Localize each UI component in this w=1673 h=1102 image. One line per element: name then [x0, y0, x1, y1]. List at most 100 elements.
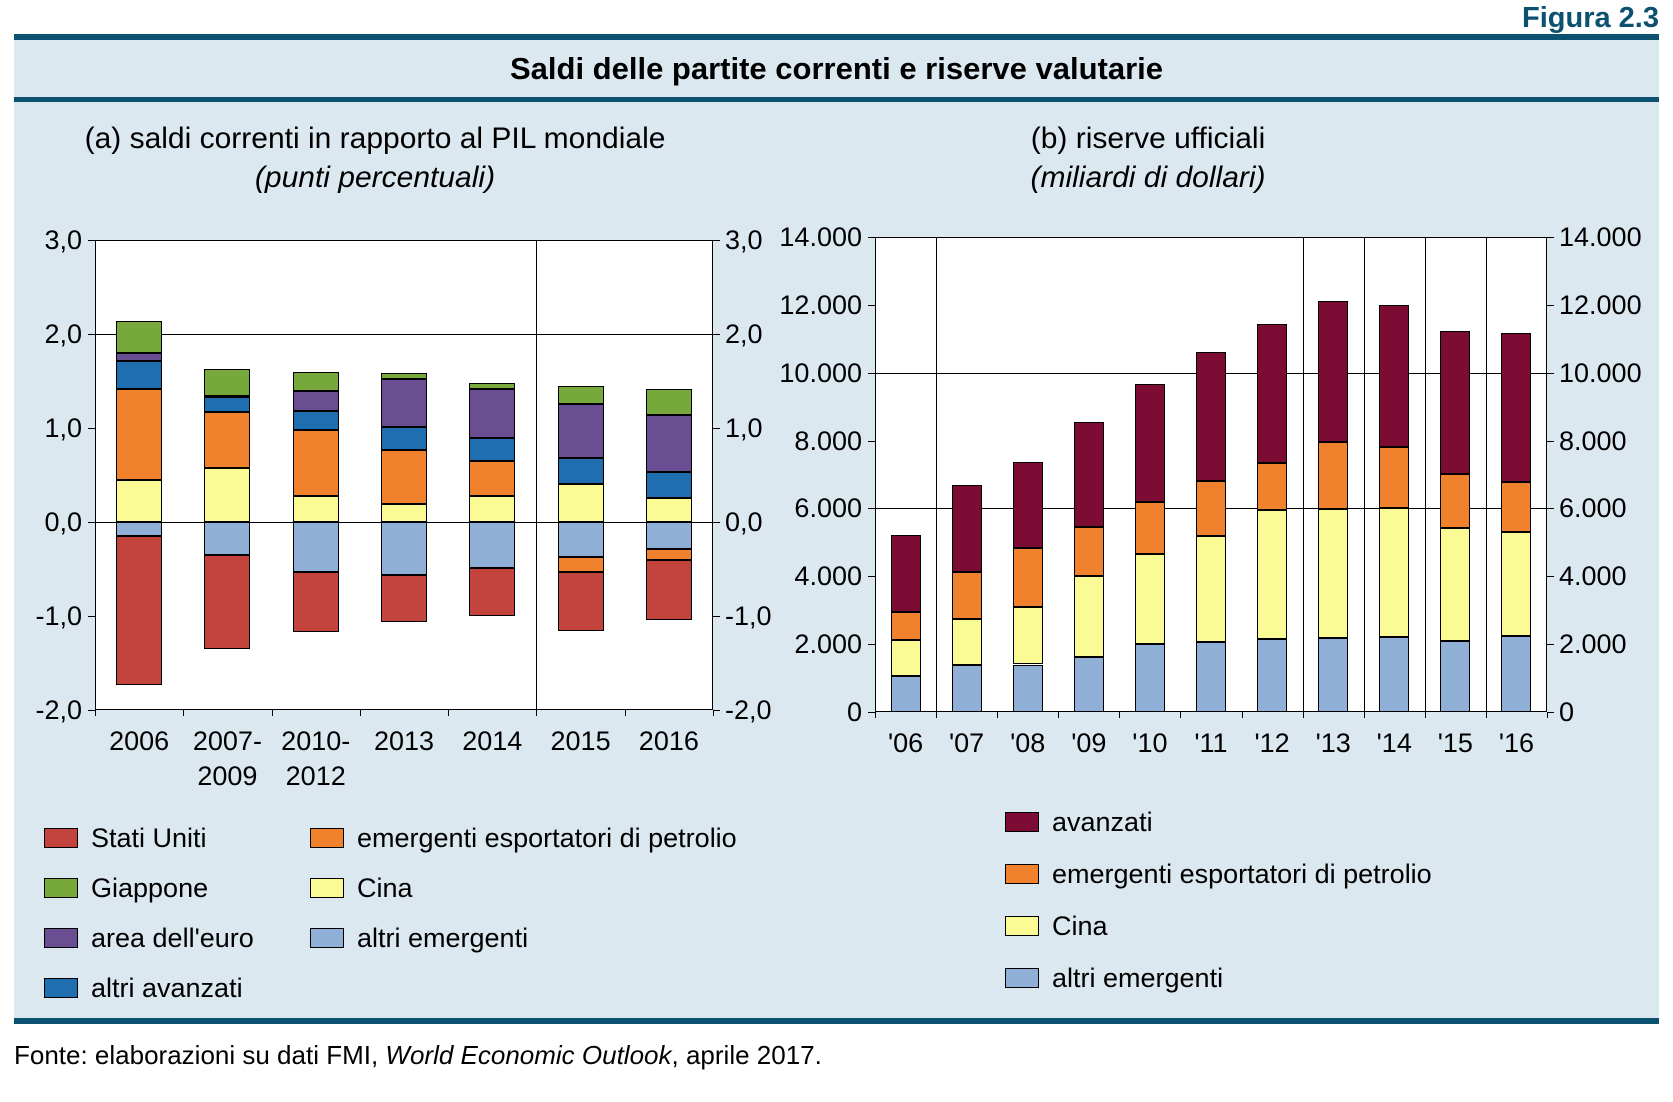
legend-label: avanzati [1052, 806, 1153, 837]
bar-segment-cina [1257, 509, 1288, 640]
bar-segment-giappone [204, 368, 251, 397]
y-axis-label-right: 2,0 [725, 319, 763, 349]
y-axis-label-right: 6.000 [1559, 493, 1627, 524]
y-axis-tick [1547, 304, 1554, 306]
x-axis-label: 2006 [109, 726, 170, 756]
y-axis-label-left: 4.000 [794, 561, 862, 592]
bar-segment-emergenti-esportatori-di-petrolio [1440, 473, 1471, 529]
y-axis-tick [88, 522, 95, 523]
bar-segment-stati-uniti [292, 571, 339, 632]
bar-segment-area-dell-euro [204, 396, 251, 399]
x-axis-label: '07 [949, 728, 985, 758]
source-note-prefix: Fonte: elaborazioni su dati FMI, [14, 1040, 386, 1070]
legend-label: altri emergenti [1052, 962, 1224, 993]
y-axis-tick [1547, 644, 1554, 646]
x-axis-tick [624, 710, 626, 716]
bar-segment-cina [890, 640, 921, 677]
x-axis-label: 2010- 2012 [281, 726, 351, 791]
bar-segment-stati-uniti [381, 574, 427, 622]
legend-item-cina: Cina [310, 863, 737, 913]
legend-swatch [1005, 916, 1039, 936]
bar-segment-emergenti-esportatori-di-petrolio [292, 429, 339, 496]
bar-segment-altri-avanzati [204, 396, 251, 412]
legend-item-altri-avanzati: altri avanzati [44, 963, 254, 1013]
legend-item-emergenti-esportatori-di-petrolio: emergenti esportatori di petrolio [1005, 848, 1432, 900]
y-axis-tick [713, 428, 720, 429]
y-axis-tick [868, 440, 875, 442]
bar-segment-cina [204, 468, 251, 522]
legend-swatch [44, 928, 78, 948]
y-axis-tick [88, 616, 95, 617]
bar-segment-giappone [469, 382, 516, 390]
legend-swatch [1005, 812, 1039, 832]
bar-segment-cina [469, 495, 516, 522]
bar-segment-altri-emergenti [381, 522, 427, 575]
bar-segment-altri-emergenti [645, 522, 692, 550]
y-axis-label-left: 3,0 [44, 225, 82, 255]
period-divider-line [1302, 237, 1304, 712]
x-axis-label: '14 [1376, 728, 1412, 758]
legend-item-cina: Cina [1005, 900, 1432, 952]
y-axis-tick [1547, 237, 1554, 238]
y-axis-tick [713, 522, 720, 523]
bar-segment-giappone [557, 385, 604, 404]
legend-swatch [310, 928, 344, 948]
bar-segment-avanzati [1073, 422, 1104, 528]
y-axis-tick [868, 576, 875, 578]
bar-segment-area-dell-euro [557, 403, 604, 459]
bar-segment-altri-emergenti [557, 522, 604, 557]
legend-swatch [310, 878, 344, 898]
x-axis-tick [359, 710, 361, 716]
y-axis-tick [1547, 440, 1554, 442]
bar-segment-cina [1012, 606, 1043, 665]
bar-segment-cina [381, 504, 427, 522]
y-axis-label-right: -1,0 [725, 601, 772, 631]
bar-segment-cina [1501, 532, 1532, 636]
y-axis-label-left: 0 [846, 697, 862, 727]
bar-segment-cina [557, 484, 604, 522]
bar-segment-avanzati [1134, 384, 1165, 502]
y-axis-tick [868, 372, 875, 374]
y-axis-label-right: 0 [1559, 697, 1575, 727]
x-axis-tick [1485, 712, 1487, 718]
y-axis-tick [88, 240, 95, 241]
y-axis-tick [868, 508, 875, 510]
x-axis-label: '15 [1437, 728, 1473, 758]
x-axis-tick [997, 712, 999, 718]
bar-segment-altri-avanzati [381, 427, 427, 450]
figure-number-label: Figura 2.3 [1522, 2, 1659, 34]
y-axis-label-right: 4.000 [1559, 561, 1627, 592]
bar-segment-area-dell-euro [292, 391, 339, 412]
x-axis-tick [1547, 712, 1548, 718]
bar-segment-altri-emergenti [469, 522, 516, 569]
bar-segment-altri-emergenti [204, 522, 251, 555]
y-axis-label-right: 1,0 [725, 413, 763, 443]
bar-segment-emergenti-esportatori-di-petrolio [1501, 481, 1532, 533]
y-axis-label-right: 8.000 [1559, 425, 1627, 456]
bar-segment-avanzati [1318, 301, 1349, 443]
bar-segment-emergenti-esportatori-di-petrolio [1379, 446, 1410, 509]
x-axis-label: '16 [1498, 728, 1535, 758]
y-axis-tick [868, 712, 875, 713]
bar-segment-avanzati [1501, 332, 1532, 482]
x-axis-tick [1119, 712, 1121, 718]
bar-segment-giappone [116, 320, 163, 353]
panel-a-title: (a) saldi correnti in rapporto al PIL mo… [40, 119, 710, 197]
x-axis-label: 2016 [638, 726, 699, 756]
x-axis-tick [1424, 712, 1426, 718]
y-axis-tick [1547, 508, 1554, 510]
bar-segment-avanzati [890, 534, 921, 612]
bar-segment-emergenti-esportatori-di-petrolio [951, 571, 982, 619]
y-axis-label-right: 12.000 [1559, 289, 1642, 320]
bar-segment-altri-emergenti [951, 665, 982, 712]
bar-segment-emergenti-esportatori-di-petrolio [1196, 480, 1226, 536]
y-axis-label-left: 2.000 [794, 629, 862, 660]
x-axis-tick [183, 710, 185, 716]
x-axis-label: '13 [1315, 728, 1351, 758]
y-axis-tick [713, 334, 720, 335]
bar-segment-cina [1379, 508, 1410, 637]
x-axis-label: '10 [1132, 728, 1168, 758]
x-axis-label: '06 [887, 728, 924, 758]
bar-segment-avanzati [1012, 462, 1043, 549]
